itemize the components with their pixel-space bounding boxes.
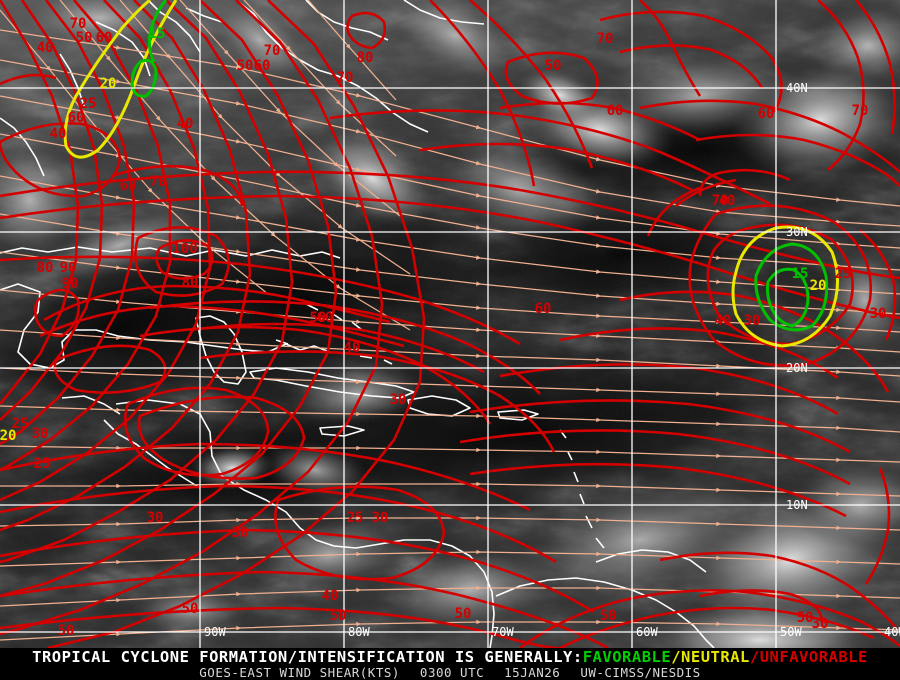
legend-neutral: NEUTRAL (681, 648, 750, 666)
product-source: GOES-EAST WIND SHEAR(KTS) (199, 665, 400, 680)
contour-label: 40 (344, 340, 361, 356)
contour-label: 60 (254, 58, 271, 74)
contour-label: 20 (100, 76, 117, 92)
legend-separator-1: / (671, 648, 682, 666)
contour-label: 70 (337, 70, 354, 86)
contour-label: 30 (870, 306, 887, 322)
contour-label: 30 (232, 525, 249, 541)
legend-favorable: FAVORABLE (582, 648, 672, 666)
contour-label: 50 (76, 30, 93, 46)
product-time: 0300 UTC (419, 665, 485, 680)
contour-label: 25 (835, 266, 852, 282)
contour-label: 50 (310, 310, 327, 326)
contour-label: 60 (120, 178, 137, 194)
legend-statement: TROPICAL CYCLONE FORMATION/INTENSIFICATI… (32, 648, 583, 666)
contour-label: 40 (37, 40, 54, 56)
contour-label: 80 (37, 260, 54, 276)
contour-label: 30 (147, 510, 164, 526)
contour-label: 60 (535, 301, 552, 317)
contour-label: 20 (0, 428, 16, 444)
wind-shear-map: 90W80W70W60W50W40W40N30N20N10N 705060152… (0, 0, 900, 648)
contour-label: 30 (744, 313, 761, 329)
contour-label: 80 (357, 50, 374, 66)
contour-label: 50 (182, 601, 199, 617)
lat-label: 30N (786, 225, 808, 239)
satellite-map-panel: 90W80W70W60W50W40W40N30N20N10N 705060152… (0, 0, 900, 648)
shear-contours-green (130, 0, 829, 332)
contour-label: 60 (607, 103, 624, 119)
contour-label: 40 (177, 116, 194, 132)
contour-label: 60 (68, 110, 85, 126)
lat-label: 10N (786, 498, 808, 512)
contour-label: 15 (792, 266, 809, 282)
contour-label: 30 (812, 616, 829, 632)
contour-label: 15 (149, 26, 166, 42)
contour-label: 25 (34, 456, 51, 472)
lon-label: 90W (204, 625, 226, 639)
contour-label: 25 (80, 96, 97, 112)
contour-label: 50 (237, 58, 254, 74)
favorability-legend: TROPICAL CYCLONE FORMATION/INTENSIFICATI… (0, 648, 900, 666)
contour-label: 25 (347, 510, 364, 526)
contour-label: 20 (810, 278, 827, 294)
contour-label: 40 (50, 126, 67, 142)
contour-label: 50 (545, 58, 562, 74)
product-date: 15JAN26 (504, 665, 561, 680)
lon-label: 40W (884, 625, 900, 639)
gridline-labels: 90W 80W 70W 60W 50W 40W 40N 30N 20N 10N (204, 81, 900, 639)
contour-label: 90 (60, 260, 77, 276)
lon-label: 60W (636, 625, 658, 639)
lon-label: 50W (780, 625, 802, 639)
contour-label: 70 (70, 16, 87, 32)
legend-separator-2: / (749, 648, 760, 666)
contour-label: 30 (390, 392, 407, 408)
legend-footer: TROPICAL CYCLONE FORMATION/INTENSIFICATI… (0, 648, 900, 680)
contour-label: 70 (852, 103, 869, 119)
contour-label: 80 (182, 275, 199, 291)
contour-label: 50 (797, 610, 814, 626)
contour-label: 60 (96, 30, 113, 46)
contour-label: 30 (32, 426, 49, 442)
contour-label: 50 (455, 606, 472, 622)
contour-label: 70 (264, 43, 281, 59)
contour-label: 40 (322, 588, 339, 604)
shear-contours-red (0, 0, 900, 648)
contour-label: 60 (317, 310, 334, 326)
contour-label: 50 (330, 608, 347, 624)
contour-label: 70 (150, 174, 167, 190)
legend-unfavorable: UNFAVORABLE (759, 648, 868, 666)
product-credit: UW-CIMSS/NESDIS (580, 665, 701, 680)
contour-label: 70 (597, 31, 614, 47)
contour-label: 50 (58, 623, 75, 639)
contour-label: 100 (172, 241, 197, 257)
lat-label: 40N (786, 81, 808, 95)
contour-label: 70 (712, 193, 729, 209)
product-metadata-line: GOES-EAST WIND SHEAR(KTS) 0300 UTC 15JAN26… (0, 665, 900, 680)
lon-label: 70W (492, 625, 514, 639)
contour-label: 90 (62, 276, 79, 292)
contour-label: 40 (719, 193, 736, 209)
contour-label: 40 (715, 313, 732, 329)
contour-label: 30 (372, 510, 389, 526)
lon-label: 80W (348, 625, 370, 639)
lat-lon-gridlines (0, 0, 900, 648)
lat-label: 20N (786, 361, 808, 375)
contour-label: 50 (600, 608, 617, 624)
contour-label: 60 (758, 106, 775, 122)
contour-label: 25 (12, 416, 29, 432)
